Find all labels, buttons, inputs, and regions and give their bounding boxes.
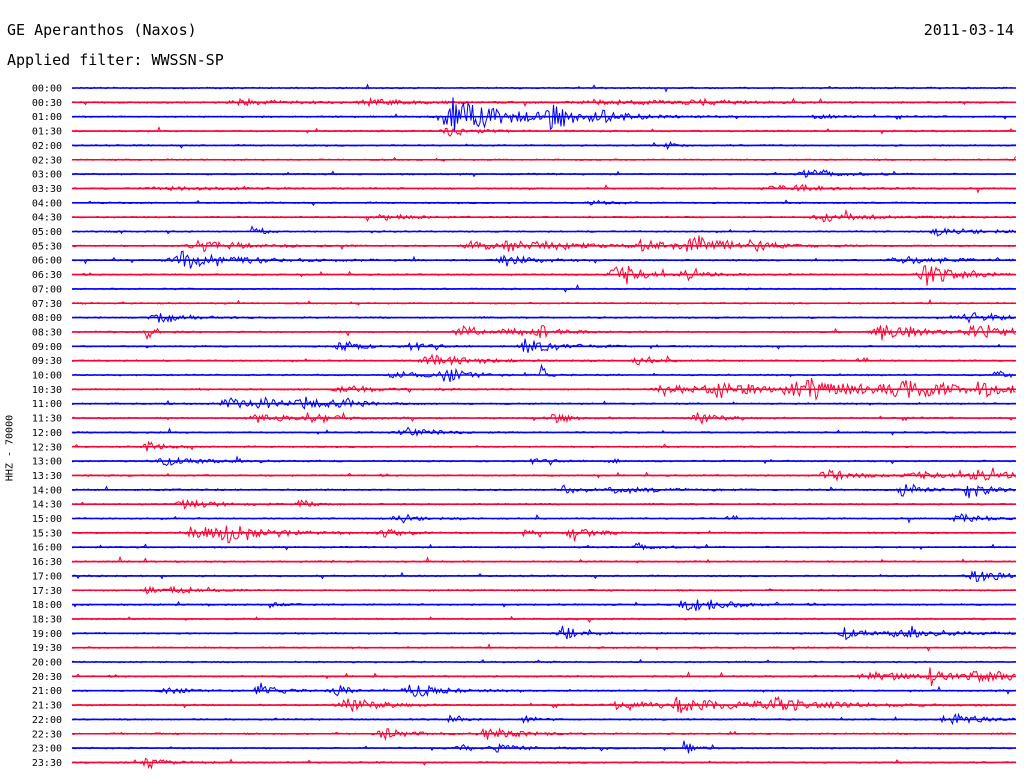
time-tick-label: 19:30	[32, 643, 62, 654]
time-tick-label: 13:00	[32, 457, 62, 468]
trace-line	[71, 363, 1016, 383]
time-tick-label: 23:30	[32, 758, 62, 769]
time-tick-label: 06:30	[32, 270, 62, 281]
time-tick-label: 21:00	[32, 686, 62, 697]
time-tick-label: 10:30	[32, 385, 62, 396]
time-tick-label: 00:00	[32, 84, 62, 95]
time-tick-label: 22:00	[32, 715, 62, 726]
date-label: 2011-03-14	[923, 21, 1014, 39]
trace-line	[71, 740, 1016, 754]
time-tick-label: 12:00	[32, 428, 62, 439]
time-tick-label: 03:00	[32, 170, 62, 181]
trace-line	[71, 525, 1016, 544]
time-tick-label: 19:00	[32, 629, 62, 640]
time-tick-label: 20:30	[32, 672, 62, 683]
time-tick-label: 08:30	[32, 327, 62, 338]
trace-line	[71, 483, 1016, 499]
time-tick-label: 00:30	[32, 98, 62, 109]
time-tick-label: 17:30	[32, 586, 62, 597]
time-tick-label: 02:30	[32, 155, 62, 166]
time-tick-label: 06:00	[32, 256, 62, 267]
time-tick-label: 18:30	[32, 614, 62, 625]
trace-line	[71, 353, 1016, 367]
time-tick-label: 10:00	[32, 371, 62, 382]
time-tick-label: 14:30	[32, 500, 62, 511]
trace-line	[71, 235, 1016, 253]
time-tick-label: 09:30	[32, 356, 62, 367]
time-tick-label: 05:00	[32, 227, 62, 238]
time-tick-label: 13:30	[32, 471, 62, 482]
time-tick-label: 02:00	[32, 141, 62, 152]
time-tick-label: 04:00	[32, 198, 62, 209]
time-tick-label: 14:00	[32, 485, 62, 496]
time-tick-label: 12:30	[32, 442, 62, 453]
time-tick-label: 15:00	[32, 514, 62, 525]
time-tick-label: 09:00	[32, 342, 62, 353]
trace-line	[71, 541, 1016, 551]
time-tick-label: 01:00	[32, 112, 62, 123]
time-tick-label: 16:30	[32, 557, 62, 568]
time-tick-label: 04:30	[32, 213, 62, 224]
time-tick-label: 16:00	[32, 543, 62, 554]
time-tick-label: 01:30	[32, 127, 62, 138]
time-tick-label: 15:30	[32, 528, 62, 539]
seismic-traces	[71, 83, 1016, 770]
time-tick-label: 18:00	[32, 600, 62, 611]
trace-line	[71, 467, 1016, 482]
time-tick-label: 07:30	[32, 299, 62, 310]
trace-line	[71, 426, 1016, 438]
time-tick-label: 11:00	[32, 399, 62, 410]
time-tick-label: 17:00	[32, 571, 62, 582]
trace-line	[71, 682, 1016, 698]
time-tick-label: 22:30	[32, 729, 62, 740]
time-tick-label: 07:00	[32, 284, 62, 295]
time-tick-label: 21:30	[32, 701, 62, 712]
time-tick-label: 05:30	[32, 241, 62, 252]
time-tick-label: 20:00	[32, 658, 62, 669]
time-tick-label: 11:30	[32, 414, 62, 425]
time-tick-label: 08:00	[32, 313, 62, 324]
trace-line	[72, 265, 1016, 286]
time-tick-label: 03:30	[32, 184, 62, 195]
time-tick-labels: 00:00 00:30 01:00 01:30 02:00 02:30 03:00 03:30…	[32, 84, 62, 769]
trace-line	[71, 396, 1016, 410]
time-tick-label: 23:00	[32, 744, 62, 755]
trace-line	[71, 208, 1016, 223]
station-title: GE Aperanthos (Naxos)	[7, 21, 197, 39]
filter-label: Applied filter: WWSSN-SP	[7, 51, 224, 69]
